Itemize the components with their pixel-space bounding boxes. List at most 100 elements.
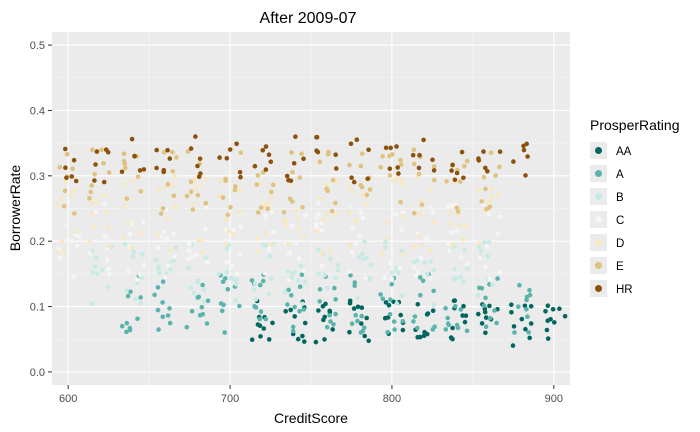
data-point	[188, 189, 194, 194]
data-point	[487, 303, 492, 309]
data-point	[188, 285, 194, 291]
data-point	[107, 272, 112, 277]
data-point	[201, 287, 207, 293]
data-point	[428, 204, 434, 210]
data-point	[476, 240, 482, 246]
data-point	[476, 156, 481, 161]
x-tick-label: 900	[545, 393, 563, 405]
data-point	[165, 147, 170, 153]
data-point	[482, 239, 487, 245]
y-tick-label: 0.5	[30, 40, 45, 52]
data-point	[101, 161, 106, 166]
data-point	[465, 261, 470, 267]
data-point	[360, 216, 366, 221]
data-point	[427, 275, 433, 281]
data-point	[187, 241, 192, 246]
data-point	[255, 248, 260, 254]
data-point	[511, 159, 516, 164]
data-point	[412, 210, 417, 216]
data-point	[166, 263, 171, 269]
data-point	[485, 169, 490, 174]
data-point	[365, 176, 371, 181]
data-point	[316, 308, 321, 313]
legend-swatch	[595, 170, 602, 177]
data-point	[316, 211, 321, 217]
data-point	[288, 307, 294, 313]
data-point	[223, 241, 228, 246]
data-point	[395, 165, 401, 170]
data-point	[204, 321, 210, 326]
data-point	[487, 276, 493, 282]
data-point	[171, 258, 176, 263]
data-point	[364, 192, 370, 198]
data-point	[120, 235, 126, 240]
data-point	[129, 136, 135, 142]
data-point	[199, 304, 205, 310]
data-point	[415, 269, 420, 274]
data-point	[156, 327, 161, 332]
data-point	[348, 141, 354, 147]
data-point	[486, 239, 492, 245]
data-point	[431, 302, 437, 308]
data-point	[173, 245, 179, 251]
data-point	[424, 271, 430, 277]
data-point	[87, 251, 93, 256]
data-point	[290, 223, 295, 228]
data-point	[137, 272, 143, 278]
data-point	[497, 164, 502, 170]
data-point	[322, 337, 327, 342]
data-point	[383, 245, 388, 250]
data-point	[133, 297, 138, 302]
data-point	[121, 158, 127, 164]
data-point	[411, 147, 417, 152]
data-point	[238, 251, 243, 256]
data-point	[362, 333, 368, 339]
data-point	[59, 239, 65, 244]
data-point	[167, 306, 172, 311]
data-point	[481, 303, 487, 309]
data-point	[400, 209, 406, 215]
data-point	[186, 265, 191, 270]
data-point	[71, 274, 76, 280]
y-tick-label: 0.1	[30, 302, 45, 314]
data-point	[72, 187, 77, 193]
data-point	[249, 278, 255, 283]
data-points	[55, 134, 568, 348]
data-point	[281, 209, 287, 215]
data-point	[237, 209, 243, 215]
data-point	[292, 314, 298, 319]
data-point	[90, 212, 95, 217]
data-point	[94, 149, 100, 154]
data-point	[289, 271, 295, 277]
data-point	[263, 231, 269, 236]
x-tick-label: 800	[383, 393, 401, 405]
data-point	[399, 227, 404, 232]
data-point	[266, 201, 272, 207]
data-point	[293, 240, 298, 246]
data-point	[330, 327, 336, 332]
data-point	[362, 239, 367, 244]
data-point	[184, 324, 190, 330]
data-point	[462, 247, 467, 253]
data-point	[446, 322, 452, 328]
data-point	[301, 268, 306, 273]
data-point	[454, 322, 460, 328]
data-point	[224, 270, 230, 275]
data-point	[293, 134, 298, 139]
data-point	[170, 169, 176, 174]
data-point	[164, 216, 170, 222]
legend-swatch	[595, 147, 602, 154]
data-point	[122, 241, 128, 247]
data-point	[386, 303, 392, 308]
data-point	[127, 325, 133, 331]
data-point	[302, 279, 308, 285]
data-point	[333, 297, 338, 302]
data-point	[509, 302, 514, 308]
data-point	[425, 311, 431, 316]
data-point	[335, 267, 341, 273]
data-point	[92, 178, 97, 183]
data-point	[121, 151, 127, 157]
data-point	[286, 287, 292, 293]
data-point	[271, 229, 277, 235]
data-point	[415, 302, 421, 307]
